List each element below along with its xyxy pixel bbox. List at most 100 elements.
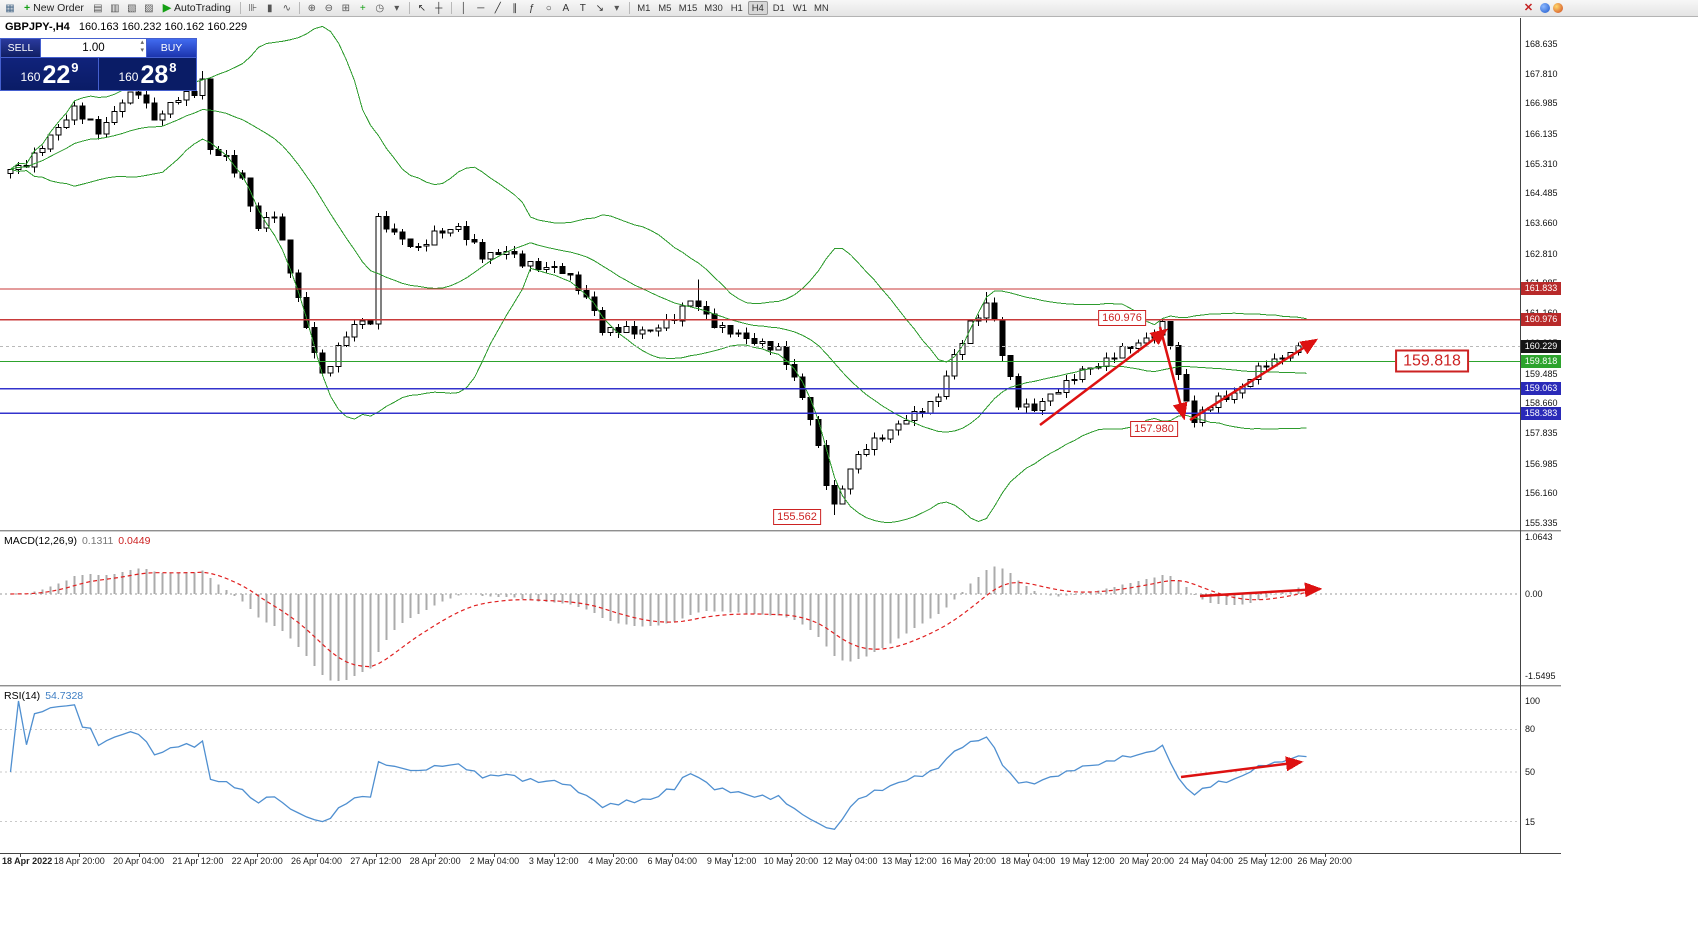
price-tag: 160.976 (1521, 313, 1561, 327)
time-axis-label: 26 May 20:00 (1297, 856, 1352, 866)
timeframe-m5-button[interactable]: M5 (658, 3, 672, 14)
symbol-ohlc-values: 160.163 160.232 160.162 160.229 (78, 21, 248, 33)
trendline-icon[interactable]: ╱ (490, 1, 506, 16)
sell-button[interactable]: SELL (1, 39, 41, 57)
timeframe-m15-button[interactable]: M15 (678, 3, 698, 14)
time-axis-label: 3 May 12:00 (528, 856, 579, 866)
price-tag: 160.229 (1521, 340, 1561, 354)
text-icon-glyph-icon: A (562, 2, 570, 14)
time-axis-label: 21 Apr 12:00 (172, 856, 224, 866)
rsi-label: RSI(14) 54.7328 (4, 690, 83, 702)
new-order-button-label: New Order (33, 2, 84, 14)
zoom-out-icon[interactable]: ⊖ (321, 1, 337, 16)
price-scale-label: 155.335 (1525, 517, 1558, 528)
market-watch-icon[interactable]: ▥ (107, 1, 123, 16)
macd-panel[interactable] (0, 532, 1520, 685)
rsi-scale-label: 100 (1525, 696, 1541, 706)
timeframe-m1-button[interactable]: M1 (637, 3, 651, 14)
chart-symbol-line: GBPJPY-,H4 160.163 160.232 160.162 160.2… (5, 21, 247, 33)
text-label-icon[interactable]: T (575, 1, 591, 16)
time-axis-label: 4 May 20:00 (588, 856, 638, 866)
periods-icon[interactable]: ◷ (372, 1, 388, 16)
time-axis-label: 13 May 12:00 (882, 856, 937, 866)
volume-input[interactable]: 1.00 ▴ ▾ (41, 39, 146, 57)
channel-icon[interactable]: ∥ (507, 1, 523, 16)
buy-button[interactable]: BUY (146, 39, 196, 57)
time-axis-label: 18 Apr 2022 (2, 856, 53, 866)
timeframe-h1-button[interactable]: H1 (730, 3, 743, 14)
timeframe-w1-button[interactable]: W1 (792, 3, 808, 14)
rsi-value: 54.7328 (45, 690, 84, 702)
line-chart-icon[interactable]: ∿ (279, 1, 295, 16)
zoom-in-icon[interactable]: ⊕ (304, 1, 320, 16)
arrows-caret-icon[interactable]: ▾ (609, 1, 625, 16)
ellipse-icon[interactable]: ○ (541, 1, 557, 16)
ask-pip-sup: 8 (169, 60, 177, 75)
toolbar-separator (408, 2, 410, 14)
ask-price[interactable]: 160 28 8 (99, 58, 196, 90)
toolbar-separator (298, 2, 300, 14)
profiles-icon[interactable]: ▤ (90, 1, 106, 16)
toolbar-separator (239, 2, 241, 14)
tile-windows-icon-glyph-icon: ⊞ (341, 2, 350, 14)
time-axis-label: 18 May 04:00 (1000, 856, 1056, 866)
timeframe-m30-button[interactable]: M30 (704, 3, 723, 14)
bar-chart-icon[interactable]: ⊪ (245, 1, 261, 16)
macd-scale-label: 0.00 (1525, 589, 1543, 599)
text-label-icon-glyph-icon: T (579, 2, 586, 14)
spin-down-icon[interactable]: ▾ (140, 47, 144, 54)
price-tag: 161.833 (1521, 282, 1561, 296)
price-scale-label: 164.485 (1525, 188, 1558, 199)
notifications-icon[interactable] (1553, 3, 1563, 13)
volume-spinner[interactable]: ▴ ▾ (140, 39, 144, 55)
bid-price[interactable]: 160 22 9 (1, 58, 98, 90)
rsi-panel[interactable] (0, 687, 1520, 853)
time-axis-label: 22 Apr 20:00 (231, 856, 283, 866)
periods-caret-icon[interactable]: ▾ (389, 1, 405, 16)
chart-window-icon[interactable]: ▦ (2, 1, 18, 16)
close-icon[interactable]: ✕ (1523, 2, 1534, 14)
cursor-icon[interactable]: ↖ (414, 1, 430, 16)
tile-windows-icon[interactable]: ⊞ (338, 1, 354, 16)
horizontal-line-icon-glyph-icon: ─ (477, 2, 485, 14)
zoom-out-icon-glyph-icon: ⊖ (324, 2, 333, 14)
data-window-icon[interactable]: ▧ (124, 1, 140, 16)
price-tag: 158.383 (1521, 406, 1561, 420)
text-icon[interactable]: A (558, 1, 574, 16)
time-axis-label: 10 May 20:00 (763, 856, 819, 866)
time-axis-line[interactable] (0, 853, 1561, 854)
cursor-icon-glyph-icon: ↖ (417, 2, 426, 14)
panel-divider[interactable] (0, 530, 1561, 532)
community-icon[interactable] (1540, 3, 1550, 13)
fibonacci-icon[interactable]: ƒ (524, 1, 540, 16)
arrows-tool-icon-glyph-icon: ↘ (595, 2, 604, 14)
indicators-icon[interactable]: + (355, 1, 371, 16)
price-axis-line[interactable] (1520, 18, 1521, 853)
price-scale-label: 158.660 (1525, 398, 1558, 409)
market-watch-icon-glyph-icon: ▥ (110, 2, 120, 14)
channel-icon-glyph-icon: ∥ (512, 2, 518, 14)
toolbar-separator (450, 2, 452, 14)
candlestick-chart-icon[interactable]: ▮ (262, 1, 278, 16)
new-order-button[interactable]: + New Order (19, 1, 89, 16)
autotrading-button[interactable]: ▶ AutoTrading (158, 1, 236, 16)
price-scale-label: 156.160 (1525, 488, 1558, 499)
horizontal-line-icon[interactable]: ─ (473, 1, 489, 16)
timeframe-d1-button[interactable]: D1 (772, 3, 785, 14)
ask-big-figure: 28 (140, 61, 169, 89)
navigator-icon[interactable]: ▨ (141, 1, 157, 16)
price-scale-label: 167.810 (1525, 68, 1558, 79)
timeframe-mn-button[interactable]: MN (814, 3, 829, 14)
fibonacci-icon-glyph-icon: ƒ (529, 2, 535, 14)
price-chart[interactable] (0, 18, 1520, 530)
time-axis-label: 20 Apr 04:00 (113, 856, 165, 866)
crosshair-icon[interactable]: ┼ (431, 1, 447, 16)
price-tag: 159.063 (1521, 382, 1561, 396)
panel-divider[interactable] (0, 685, 1561, 687)
time-axis-label: 6 May 04:00 (647, 856, 698, 866)
timeframe-h4-button[interactable]: H4 (747, 1, 768, 15)
vertical-line-icon[interactable]: │ (456, 1, 472, 16)
spin-up-icon[interactable]: ▴ (140, 39, 144, 46)
arrows-tool-icon[interactable]: ↘ (592, 1, 608, 16)
